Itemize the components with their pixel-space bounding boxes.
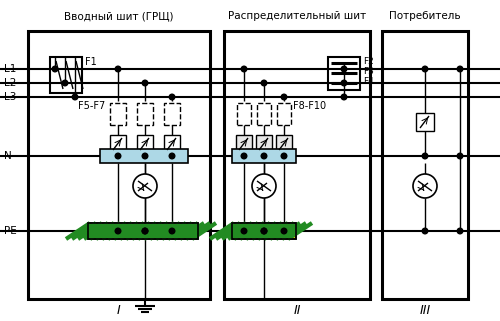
Text: F1: F1 xyxy=(85,57,97,67)
Bar xyxy=(232,223,296,239)
Circle shape xyxy=(281,94,287,100)
Text: Потребитель: Потребитель xyxy=(389,11,461,21)
Bar xyxy=(416,113,434,131)
Bar xyxy=(256,135,272,153)
Bar xyxy=(257,103,271,125)
Bar xyxy=(110,103,126,125)
Text: II: II xyxy=(293,303,301,317)
Circle shape xyxy=(341,80,347,86)
Circle shape xyxy=(422,228,428,234)
Bar xyxy=(88,223,198,239)
Text: F3: F3 xyxy=(363,67,374,76)
Circle shape xyxy=(72,94,78,100)
Circle shape xyxy=(261,80,267,86)
Circle shape xyxy=(422,66,428,72)
Text: N: N xyxy=(4,151,12,161)
Circle shape xyxy=(457,228,463,234)
Circle shape xyxy=(142,153,148,159)
Text: L3: L3 xyxy=(4,92,16,102)
Text: Вводный шит (ГРЩ): Вводный шит (ГРЩ) xyxy=(64,11,174,21)
Circle shape xyxy=(115,66,121,72)
Bar xyxy=(232,223,296,239)
Circle shape xyxy=(422,153,428,159)
Text: F4: F4 xyxy=(363,77,374,86)
Circle shape xyxy=(169,228,175,234)
Bar xyxy=(277,103,291,125)
Text: Распределительный шит: Распределительный шит xyxy=(228,11,366,21)
Text: I: I xyxy=(117,303,121,317)
Circle shape xyxy=(261,228,267,234)
Text: L1: L1 xyxy=(4,64,16,74)
Text: F8-F10: F8-F10 xyxy=(293,101,326,111)
Bar xyxy=(236,135,252,153)
Circle shape xyxy=(341,66,347,72)
Circle shape xyxy=(261,153,267,159)
Circle shape xyxy=(341,94,347,100)
Circle shape xyxy=(281,153,287,159)
Text: PE: PE xyxy=(4,226,17,236)
Circle shape xyxy=(142,228,148,234)
Bar xyxy=(224,31,370,299)
Circle shape xyxy=(241,153,247,159)
Bar xyxy=(28,31,210,299)
Bar xyxy=(164,135,180,153)
Text: L2: L2 xyxy=(4,78,16,88)
Circle shape xyxy=(457,66,463,72)
Circle shape xyxy=(115,153,121,159)
Bar xyxy=(50,57,82,93)
Circle shape xyxy=(241,66,247,72)
Bar xyxy=(137,103,153,125)
Circle shape xyxy=(252,174,276,198)
Bar xyxy=(237,103,251,125)
Circle shape xyxy=(142,80,148,86)
Bar xyxy=(232,149,296,163)
Circle shape xyxy=(241,228,247,234)
Bar xyxy=(164,103,180,125)
Bar xyxy=(100,149,188,163)
Circle shape xyxy=(133,174,157,198)
Circle shape xyxy=(169,94,175,100)
Circle shape xyxy=(281,228,287,234)
Circle shape xyxy=(115,228,121,234)
Bar xyxy=(328,57,360,90)
Bar xyxy=(110,135,126,153)
Bar xyxy=(137,135,153,153)
Circle shape xyxy=(142,228,148,234)
Bar xyxy=(88,223,198,239)
Text: F5-F7: F5-F7 xyxy=(78,101,105,111)
Circle shape xyxy=(169,153,175,159)
Bar xyxy=(382,31,468,299)
Text: III: III xyxy=(420,303,430,317)
Bar xyxy=(276,135,292,153)
Circle shape xyxy=(52,66,58,72)
Circle shape xyxy=(62,80,68,86)
Text: F2: F2 xyxy=(363,57,374,66)
Circle shape xyxy=(413,174,437,198)
Circle shape xyxy=(457,153,463,159)
Circle shape xyxy=(261,228,267,234)
